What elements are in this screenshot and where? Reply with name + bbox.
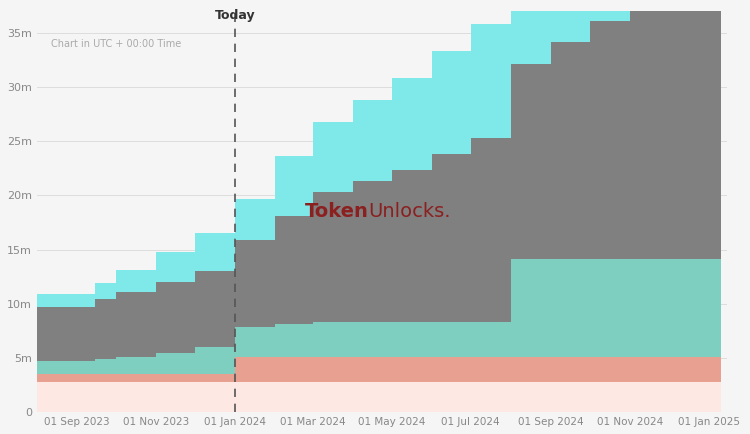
Text: Unlocks.: Unlocks. <box>368 202 451 221</box>
Text: Today: Today <box>214 9 255 22</box>
Text: Token: Token <box>304 202 368 221</box>
Text: Chart in UTC + 00:00 Time: Chart in UTC + 00:00 Time <box>50 39 181 49</box>
